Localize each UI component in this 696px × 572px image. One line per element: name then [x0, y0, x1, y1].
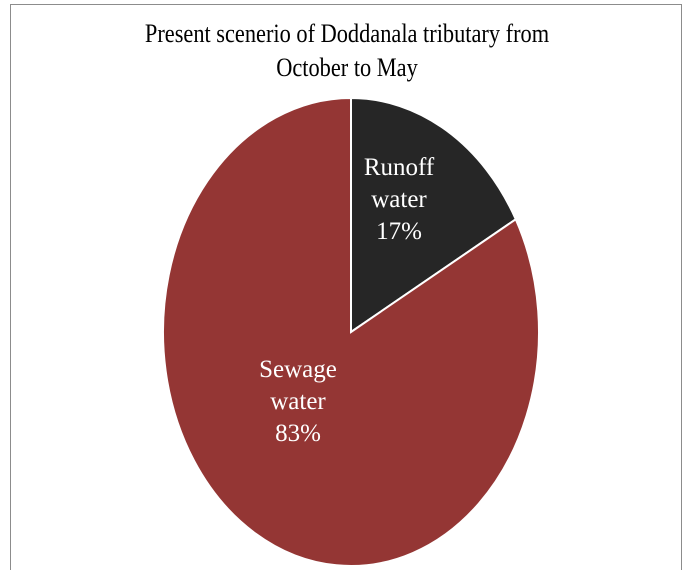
chart-frame: Present scenerio of Doddanala tributary …: [10, 4, 682, 570]
slice-label-sewage-1: water: [270, 388, 326, 415]
chart-title-line-2: October to May: [276, 53, 418, 82]
slice-label-runoff-1: water: [371, 186, 427, 213]
slice-label-sewage-2: 83%: [275, 420, 321, 447]
slice-label-sewage-0: Sewage: [259, 356, 337, 383]
slice-label-runoff-2: 17%: [376, 218, 422, 245]
pie-slice-runoff: [350, 96, 517, 334]
chart-title-line-1: Present scenerio of Doddanala tributary …: [144, 19, 550, 48]
slice-label-runoff-0: Runoff: [364, 154, 435, 181]
pie-chart: Runoff water 17% Sewage water 83%: [162, 96, 540, 567]
pie-slice-sewage: [162, 96, 540, 567]
chart-title: Present scenerio of Doddanala tributary …: [58, 17, 636, 85]
